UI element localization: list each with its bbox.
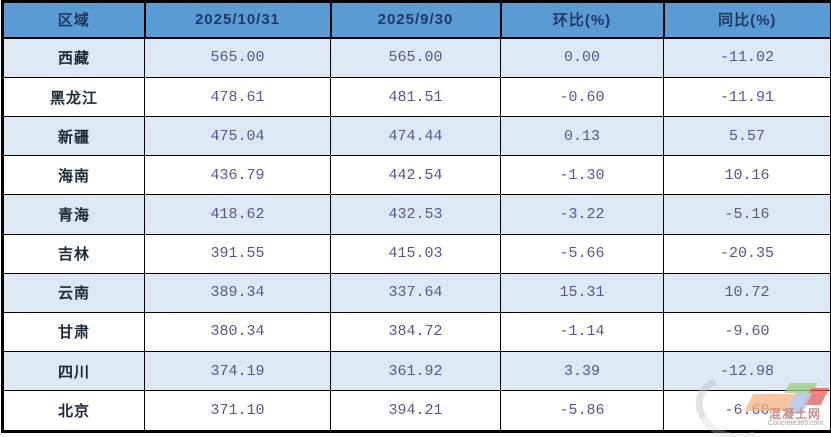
column-header-region: 区域 [1, 0, 146, 39]
value-cell: 389.34 [144, 272, 331, 313]
value-cell: 565.00 [144, 37, 331, 78]
header-row: 区域 2025/10/31 2025/9/30 环比(%) 同比(%) [1, 0, 831, 39]
region-cell: 甘肃 [2, 311, 145, 352]
column-header-yoy: 同比(%) [662, 0, 831, 39]
value-cell: 0.13 [500, 116, 664, 157]
table-row: 青海 418.62 432.53 -3.22 -5.16 [2, 194, 831, 235]
region-cell: 青海 [2, 194, 145, 235]
value-cell: 415.03 [330, 233, 501, 274]
value-cell: 384.72 [330, 311, 501, 352]
value-cell: 0.00 [500, 37, 664, 78]
table-row: 云南 389.34 337.64 15.31 10.72 [2, 272, 831, 313]
region-cell: 西藏 [2, 37, 145, 78]
value-cell: -1.14 [500, 311, 664, 352]
value-cell: 374.19 [144, 350, 331, 392]
table-row: 黑龙江 478.61 481.51 -0.60 -11.91 [2, 76, 831, 118]
table-row: 四川 374.19 361.92 3.39 -12.98 [2, 350, 831, 392]
value-cell: 361.92 [330, 350, 501, 392]
value-cell: -12.98 [663, 350, 831, 392]
value-cell: -11.91 [663, 76, 831, 118]
table-row: 北京 371.10 394.21 -5.86 -6.60 [2, 390, 831, 432]
value-cell: -5.86 [500, 390, 664, 432]
table-row: 西藏 565.00 565.00 0.00 -11.02 [2, 37, 831, 78]
table-row: 甘肃 380.34 384.72 -1.14 -9.60 [2, 311, 831, 352]
value-cell: 418.62 [144, 194, 331, 235]
region-cell: 北京 [2, 390, 145, 432]
value-cell: -1.30 [500, 155, 664, 196]
value-cell: 475.04 [144, 116, 331, 157]
column-header-previous: 2025/9/30 [329, 0, 502, 39]
value-cell: 15.31 [500, 272, 664, 313]
value-cell: 474.44 [330, 116, 501, 157]
value-cell: 371.10 [144, 390, 331, 432]
region-cell: 云南 [2, 272, 145, 313]
value-cell: 391.55 [144, 233, 331, 274]
value-cell: 478.61 [144, 76, 331, 118]
value-cell: 10.16 [663, 155, 831, 196]
value-cell: -5.16 [663, 194, 831, 235]
value-cell: 3.39 [500, 350, 664, 392]
value-cell: -9.60 [663, 311, 831, 352]
table-row: 吉林 391.55 415.03 -5.66 -20.35 [2, 233, 831, 274]
value-cell: 394.21 [330, 390, 501, 432]
value-cell: 337.64 [330, 272, 501, 313]
value-cell: -20.35 [663, 233, 831, 274]
region-cell: 吉林 [2, 233, 145, 274]
value-cell: -5.66 [500, 233, 664, 274]
value-cell: -3.22 [500, 194, 664, 235]
value-cell: 565.00 [330, 37, 501, 78]
region-cell: 海南 [2, 155, 145, 196]
value-cell: 436.79 [144, 155, 331, 196]
column-header-mom: 环比(%) [499, 0, 665, 39]
region-cell: 四川 [2, 350, 145, 392]
value-cell: -6.60 [663, 390, 831, 432]
table-header: 区域 2025/10/31 2025/9/30 环比(%) 同比(%) [1, 0, 831, 39]
region-cell: 新疆 [2, 116, 145, 157]
table-row: 海南 436.79 442.54 -1.30 10.16 [2, 155, 831, 196]
value-cell: 442.54 [330, 155, 501, 196]
region-cell: 黑龙江 [2, 76, 145, 118]
value-cell: -11.02 [663, 37, 831, 78]
value-cell: 481.51 [330, 76, 501, 118]
table-body: 西藏 565.00 565.00 0.00 -11.02 黑龙江 478.61 481.51-… [2, 37, 831, 432]
value-cell: 5.57 [663, 116, 831, 157]
value-cell: 10.72 [663, 272, 831, 313]
table-row: 新疆 475.04 474.44 0.13 5.57 [2, 116, 831, 157]
column-header-current: 2025/10/31 [143, 0, 332, 39]
value-cell: 432.53 [330, 194, 501, 235]
value-cell: 380.34 [144, 311, 331, 352]
value-cell: -0.60 [500, 76, 664, 118]
